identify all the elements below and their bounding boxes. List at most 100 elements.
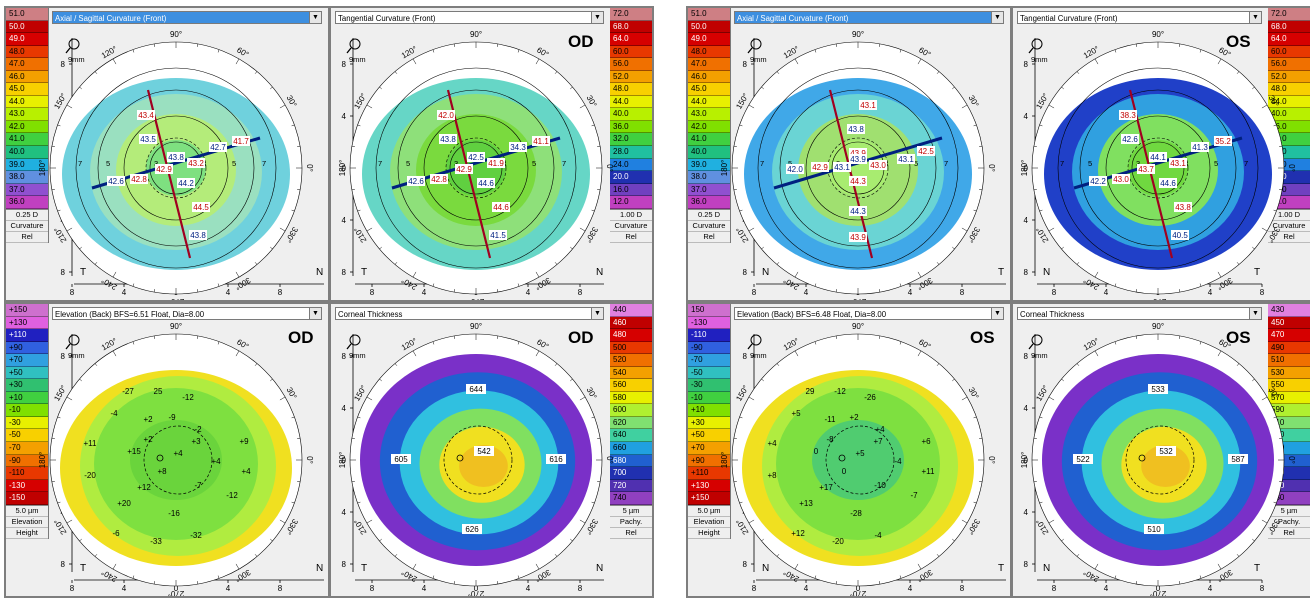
- curvature-value: 42.9: [812, 163, 828, 172]
- map-type-select[interactable]: Tangential Curvature (Front) ▼: [335, 11, 604, 24]
- map-plot[interactable]: 84048840489mm90°60°30°0°330°300°270°240°…: [688, 8, 1010, 300]
- scale-footer-label[interactable]: Elevation: [688, 517, 730, 528]
- zoom-icon[interactable]: [346, 38, 361, 54]
- color-map: [742, 370, 974, 566]
- curvature-value: 38.3: [1120, 111, 1136, 120]
- scale-footer-label[interactable]: Rel: [610, 232, 652, 243]
- od-elevation-panel[interactable]: +150 +130 +110 +90 +70 +50 +30 +10 -10 -30 -50 -70-…: [6, 304, 328, 596]
- svg-text:3: 3: [154, 159, 158, 168]
- zoom-icon[interactable]: [1028, 334, 1043, 350]
- scale-value: -10: [688, 391, 730, 405]
- scale-footer-label[interactable]: 5.0 µm: [688, 506, 730, 517]
- map-plot[interactable]: 84048840489mm90°60°30°0°330°300°270°240°…: [6, 8, 328, 300]
- scale-footer-label[interactable]: Pachy.: [610, 517, 652, 528]
- scale-footer-label[interactable]: Rel: [6, 232, 48, 243]
- elevation-value: -6: [112, 529, 120, 538]
- scale-footer-label[interactable]: Rel: [1268, 528, 1310, 539]
- scale-footer-label[interactable]: 0.25 D: [6, 210, 48, 221]
- scale-footer-label[interactable]: Rel: [688, 232, 730, 243]
- scale-footer-label[interactable]: Curvature: [610, 221, 652, 232]
- map-type-select[interactable]: Corneal Thickness ▼: [335, 307, 604, 320]
- x-tick-label: 4: [422, 288, 427, 297]
- scale-value: 68.0: [1268, 20, 1310, 34]
- elevation-value: +5: [855, 449, 865, 458]
- os-frame: 51.0 50.0 49.0 48.0 47.0 46.0 45.0 44.0 43.0 42.0…: [686, 6, 1310, 598]
- scale-footer-label[interactable]: Elevation: [6, 517, 48, 528]
- elevation-value: +9: [239, 437, 249, 446]
- os-axial-curvature-panel[interactable]: 51.0 50.0 49.0 48.0 47.0 46.0 45.0 44.0 43.0 42.0…: [688, 8, 1010, 300]
- map-type-select[interactable]: Corneal Thickness ▼: [1017, 307, 1262, 320]
- scale-footer-label[interactable]: 5 µm: [610, 506, 652, 517]
- zoom-icon[interactable]: [747, 334, 762, 350]
- scale-value: 48.0: [688, 45, 730, 59]
- chevron-down-icon[interactable]: ▼: [1249, 12, 1261, 23]
- chevron-down-icon[interactable]: ▼: [591, 12, 603, 23]
- scale-footer-label[interactable]: 1.00 D: [610, 210, 652, 221]
- chevron-down-icon[interactable]: ▼: [991, 12, 1003, 23]
- svg-text:7: 7: [78, 159, 82, 168]
- scale-footer-label[interactable]: Height: [688, 528, 730, 539]
- map-type-select[interactable]: Elevation (Back) BFS=6.48 Float, Dia=8.0…: [734, 307, 1004, 320]
- map-plot[interactable]: 84048840489mm90°60°30°0°330°300°270°240°…: [331, 8, 652, 300]
- scale-footer-label[interactable]: 0.25 D: [688, 210, 730, 221]
- scale-footer-label[interactable]: Curvature: [1268, 221, 1310, 232]
- color-scale[interactable]: 440 460 480 500 520 540 560 580 600 620 640 660 680 7…: [610, 304, 652, 539]
- map-type-select[interactable]: Elevation (Back) BFS=6.51 Float, Dia=8.0…: [52, 307, 322, 320]
- side-label-right: N: [596, 267, 603, 278]
- svg-text:3: 3: [454, 159, 458, 168]
- scale-footer-label[interactable]: Curvature: [6, 221, 48, 232]
- map-plot[interactable]: 84048840489mm90°60°30°0°330°300°270°240°…: [688, 304, 1010, 596]
- angle-label: 30°: [585, 386, 599, 401]
- map-type-select[interactable]: Axial / Sagittal Curvature (Front) ▼: [734, 11, 1004, 24]
- zoom-icon[interactable]: [1028, 38, 1043, 54]
- chevron-down-icon[interactable]: ▼: [309, 308, 321, 319]
- scale-footer-label[interactable]: 5.0 µm: [6, 506, 48, 517]
- scale-value: -50: [6, 429, 48, 443]
- zoom-icon[interactable]: [747, 38, 762, 54]
- scale-value: 740: [610, 492, 652, 505]
- scale-footer-label[interactable]: Height: [6, 528, 48, 539]
- x-tick-label: 8: [960, 584, 965, 593]
- scale-value: 60.0: [610, 45, 652, 59]
- map-plot[interactable]: 84048840489mm90°60°30°0°330°300°270°240°…: [6, 304, 328, 596]
- chevron-down-icon[interactable]: ▼: [591, 308, 603, 319]
- map-type-select[interactable]: Axial / Sagittal Curvature (Front) ▼: [52, 11, 322, 24]
- od-tangential-curvature-panel[interactable]: 72.0 68.0 64.0 60.0 56.0 52.0 48.0 44.0 40.0 36.0…: [331, 8, 652, 300]
- side-label-right: N: [316, 563, 323, 574]
- os-tangential-curvature-panel[interactable]: 72.0 68.0 64.0 60.0 56.0 52.0 48.0 44.0 40.0 36.0…: [1013, 8, 1310, 300]
- map-type-select[interactable]: Tangential Curvature (Front) ▼: [1017, 11, 1262, 24]
- scale-footer-label[interactable]: Rel: [1268, 232, 1310, 243]
- scale-footer-label[interactable]: Rel: [610, 528, 652, 539]
- zoom-icon[interactable]: [65, 38, 80, 54]
- color-scale[interactable]: +150 +130 +110 +90 +70 +50 +30 +10 -10 -30 -50 -70-…: [6, 304, 49, 539]
- os-elevation-panel[interactable]: 150 -130 -110 -90 -70 -50 -30 -10 +10 +30 +50 +70 +9…: [688, 304, 1010, 596]
- scale-value: -70: [688, 354, 730, 367]
- scale-footer-label[interactable]: Curvature: [688, 221, 730, 232]
- scale-value: -30: [688, 379, 730, 392]
- scale-value: 20.0: [610, 171, 652, 184]
- color-scale[interactable]: 51.0 50.0 49.0 48.0 47.0 46.0 45.0 44.0 43.0 42.0…: [688, 8, 731, 243]
- scale-value: 450: [1268, 316, 1310, 330]
- scale-footer-label[interactable]: 5 µm: [1268, 506, 1310, 517]
- y-tick-label: 4: [342, 404, 347, 413]
- color-scale[interactable]: 72.0 68.0 64.0 60.0 56.0 52.0 48.0 44.0 40.0 36.0…: [610, 8, 652, 243]
- color-scale[interactable]: 150 -130 -110 -90 -70 -50 -30 -10 +10 +30 +50 +70 +9…: [688, 304, 731, 539]
- x-tick-label: 8: [278, 584, 283, 593]
- chevron-down-icon[interactable]: ▼: [1249, 308, 1261, 319]
- map-plot[interactable]: 84048840489mm90°60°30°0°330°300°270°240°…: [1013, 8, 1310, 300]
- od-thickness-panel[interactable]: 440 460 480 500 520 540 560 580 600 620 640 660 680 7…: [331, 304, 652, 596]
- scale-footer-label[interactable]: Pachy.: [1268, 517, 1310, 528]
- angle-label: 90°: [852, 30, 864, 39]
- color-scale[interactable]: 51.0 50.0 49.0 48.0 47.0 46.0 45.0 44.0 43.0 42.0…: [6, 8, 49, 243]
- zoom-icon[interactable]: [65, 334, 80, 350]
- zoom-icon[interactable]: [346, 334, 361, 350]
- os-thickness-panel[interactable]: 4304504704905105305505705906106306506706…: [1013, 304, 1310, 596]
- x-tick-label: 4: [908, 288, 913, 297]
- od-axial-curvature-panel[interactable]: 51.0 50.0 49.0 48.0 47.0 46.0 45.0 44.0 43.0 42.0…: [6, 8, 328, 300]
- scale-footer: 1.00 D Curvature Rel: [1268, 208, 1310, 243]
- scale-footer-label[interactable]: 1.00 D: [1268, 210, 1310, 221]
- chevron-down-icon[interactable]: ▼: [309, 12, 321, 23]
- chevron-down-icon[interactable]: ▼: [991, 308, 1003, 319]
